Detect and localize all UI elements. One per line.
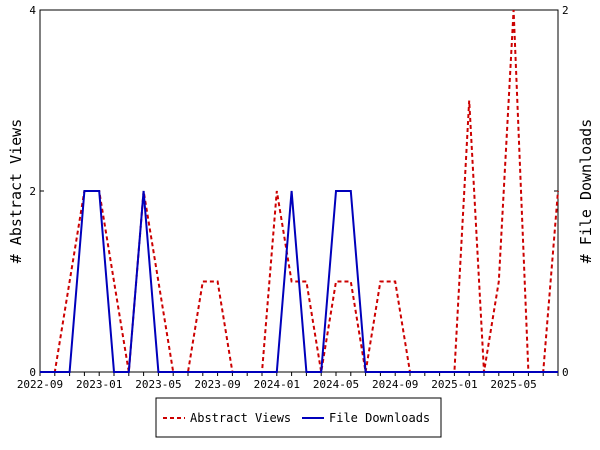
left-tick-label: 4 [29,4,36,17]
legend: Abstract Views File Downloads [155,397,442,438]
x-tick-label: 2025-01 [431,378,477,391]
plot-area [39,9,559,373]
left-tick-label: 2 [29,185,36,198]
series-line-file-downloads [40,190,558,373]
x-tick-label: 2023-09 [194,378,240,391]
x-axis-ticks: 2022-09 2023-01 2023-05 2023-09 2024-01 2024-… [17,372,559,391]
legend-label-file-downloads: File Downloads [329,411,430,425]
right-tick-label: 0 [562,366,569,379]
legend-box [155,397,442,438]
x-tick-label: 2025-05 [490,378,536,391]
right-tick-label: 2 [562,4,569,17]
x-tick-label: 2024-01 [254,378,300,391]
right-axis-title: # File Downloads [577,119,595,264]
x-tick-label: 2023-01 [76,378,122,391]
legend-label-abstract-views: Abstract Views [190,411,291,425]
x-tick-label: 2023-05 [135,378,181,391]
left-axis-title: # Abstract Views [7,119,25,264]
x-tick-label: 2022-09 [17,378,63,391]
x-tick-label: 2024-09 [372,378,418,391]
x-tick-label: 2024-05 [313,378,359,391]
series-lines [39,9,559,373]
left-tick-label: 0 [29,366,36,379]
